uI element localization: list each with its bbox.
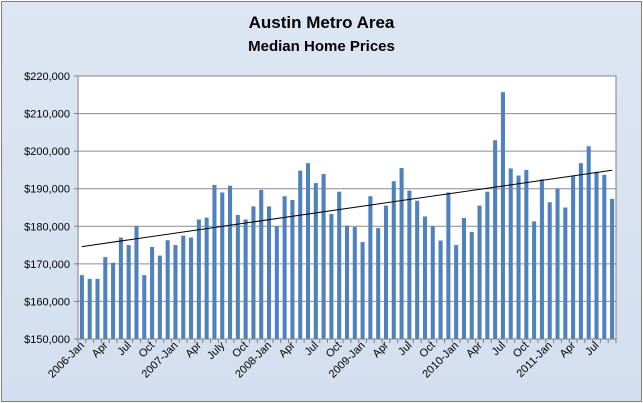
y-axis-ticks: $150,000 $160,000 $170,000 $180,000 $190,000… xyxy=(24,71,78,346)
x-tick-label: Apr xyxy=(183,339,204,360)
bar xyxy=(368,196,373,339)
bar xyxy=(282,196,287,339)
x-tick-label: Apr xyxy=(277,339,298,360)
bar xyxy=(461,218,466,339)
bar xyxy=(547,202,552,339)
x-tick-label: Jul xyxy=(115,340,133,358)
x-tick-label: Apr xyxy=(558,339,579,360)
bar xyxy=(360,242,365,339)
bar xyxy=(95,278,100,339)
bar xyxy=(469,231,474,339)
bar xyxy=(438,240,443,339)
bar xyxy=(344,225,350,339)
y-tick-label: $200,000 xyxy=(24,146,70,158)
bar xyxy=(602,174,607,339)
bar xyxy=(532,221,537,339)
bar xyxy=(391,181,396,339)
bar xyxy=(454,245,459,339)
bar xyxy=(415,200,420,339)
bar xyxy=(399,168,404,339)
bar xyxy=(274,226,279,339)
bar xyxy=(477,205,482,339)
bar xyxy=(594,171,599,339)
bar xyxy=(610,198,615,339)
bar xyxy=(563,207,568,339)
bar xyxy=(196,219,201,339)
y-tick-label: $150,000 xyxy=(24,334,70,346)
bar xyxy=(212,184,217,339)
bar xyxy=(493,140,498,339)
bar xyxy=(243,219,248,339)
bar-series xyxy=(79,92,615,339)
y-tick-label: $190,000 xyxy=(24,184,70,196)
bar xyxy=(485,191,490,339)
y-tick-label: $160,000 xyxy=(24,296,70,308)
bar xyxy=(220,192,225,339)
bar xyxy=(422,216,427,339)
bar xyxy=(79,275,84,339)
bar xyxy=(157,255,162,339)
x-tick-label: Jul xyxy=(396,340,414,358)
bar xyxy=(103,257,108,339)
bar xyxy=(571,175,576,339)
bar xyxy=(352,227,357,339)
bar xyxy=(204,217,209,339)
bar xyxy=(446,192,451,339)
x-tick-label: Jul xyxy=(490,340,508,358)
y-tick-label: $170,000 xyxy=(24,259,70,271)
x-tick-label: Apr xyxy=(371,339,392,360)
bar xyxy=(305,163,311,339)
bar xyxy=(524,169,529,339)
bar xyxy=(376,228,381,339)
x-tick-label: Jul xyxy=(583,340,601,358)
y-tick-label: $220,000 xyxy=(24,71,70,83)
bar xyxy=(313,183,318,339)
bar xyxy=(134,226,139,339)
chart-subtitle: Median Home Prices xyxy=(248,38,395,55)
bar xyxy=(578,163,583,339)
bar xyxy=(516,175,521,339)
bar xyxy=(259,189,264,339)
bar xyxy=(407,190,412,339)
x-tick-label: Apr xyxy=(464,339,485,360)
bar xyxy=(189,237,194,339)
bar xyxy=(181,235,186,339)
bar xyxy=(508,168,513,339)
bar xyxy=(267,206,272,339)
bar xyxy=(150,246,155,339)
bar xyxy=(173,245,178,339)
plot-border xyxy=(77,75,617,340)
y-tick-label: $180,000 xyxy=(24,221,70,233)
bar xyxy=(539,179,544,339)
bar xyxy=(142,275,147,339)
bar xyxy=(251,206,256,339)
bar xyxy=(235,215,240,339)
y-tick-label: $210,000 xyxy=(24,109,70,121)
bar xyxy=(228,185,233,339)
bar xyxy=(298,170,303,339)
bar xyxy=(321,174,326,339)
bar xyxy=(329,213,334,339)
bar xyxy=(126,245,131,339)
bar xyxy=(500,92,505,339)
bar xyxy=(383,205,389,339)
bar xyxy=(586,146,591,339)
bar xyxy=(165,240,170,339)
bar xyxy=(555,188,560,339)
bar xyxy=(430,226,435,339)
bar xyxy=(111,262,116,339)
axes xyxy=(77,75,617,340)
x-tick-label: July xyxy=(205,339,228,362)
chart-title: Austin Metro Area xyxy=(248,13,395,32)
bar xyxy=(337,191,342,339)
bar xyxy=(87,278,92,339)
bar xyxy=(118,237,123,339)
bar xyxy=(290,199,295,339)
x-tick-label: Jul xyxy=(303,340,321,358)
x-tick-label: Apr xyxy=(90,339,111,360)
trendline xyxy=(81,169,613,248)
